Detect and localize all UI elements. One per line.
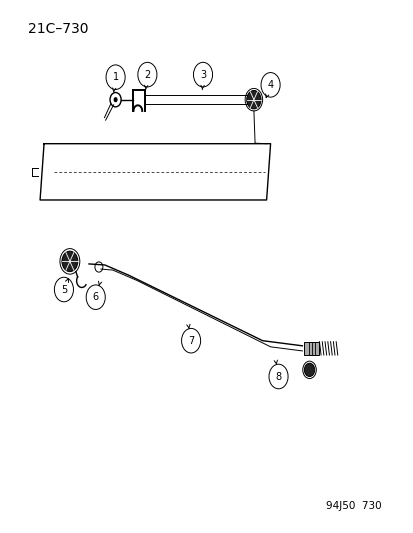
- Text: 8: 8: [275, 372, 281, 382]
- Text: 7: 7: [188, 336, 194, 346]
- Text: 2: 2: [144, 70, 150, 79]
- Text: 5: 5: [61, 285, 67, 295]
- Circle shape: [246, 91, 261, 109]
- Circle shape: [113, 97, 117, 102]
- Circle shape: [62, 251, 78, 272]
- Text: 6: 6: [93, 292, 99, 302]
- Circle shape: [304, 363, 314, 376]
- Text: 4: 4: [267, 80, 273, 90]
- Text: 21C–730: 21C–730: [28, 22, 88, 36]
- Text: 1: 1: [112, 72, 119, 82]
- Text: 3: 3: [199, 70, 206, 79]
- Text: 94J50  730: 94J50 730: [325, 501, 381, 511]
- Circle shape: [114, 98, 117, 102]
- FancyBboxPatch shape: [304, 342, 319, 355]
